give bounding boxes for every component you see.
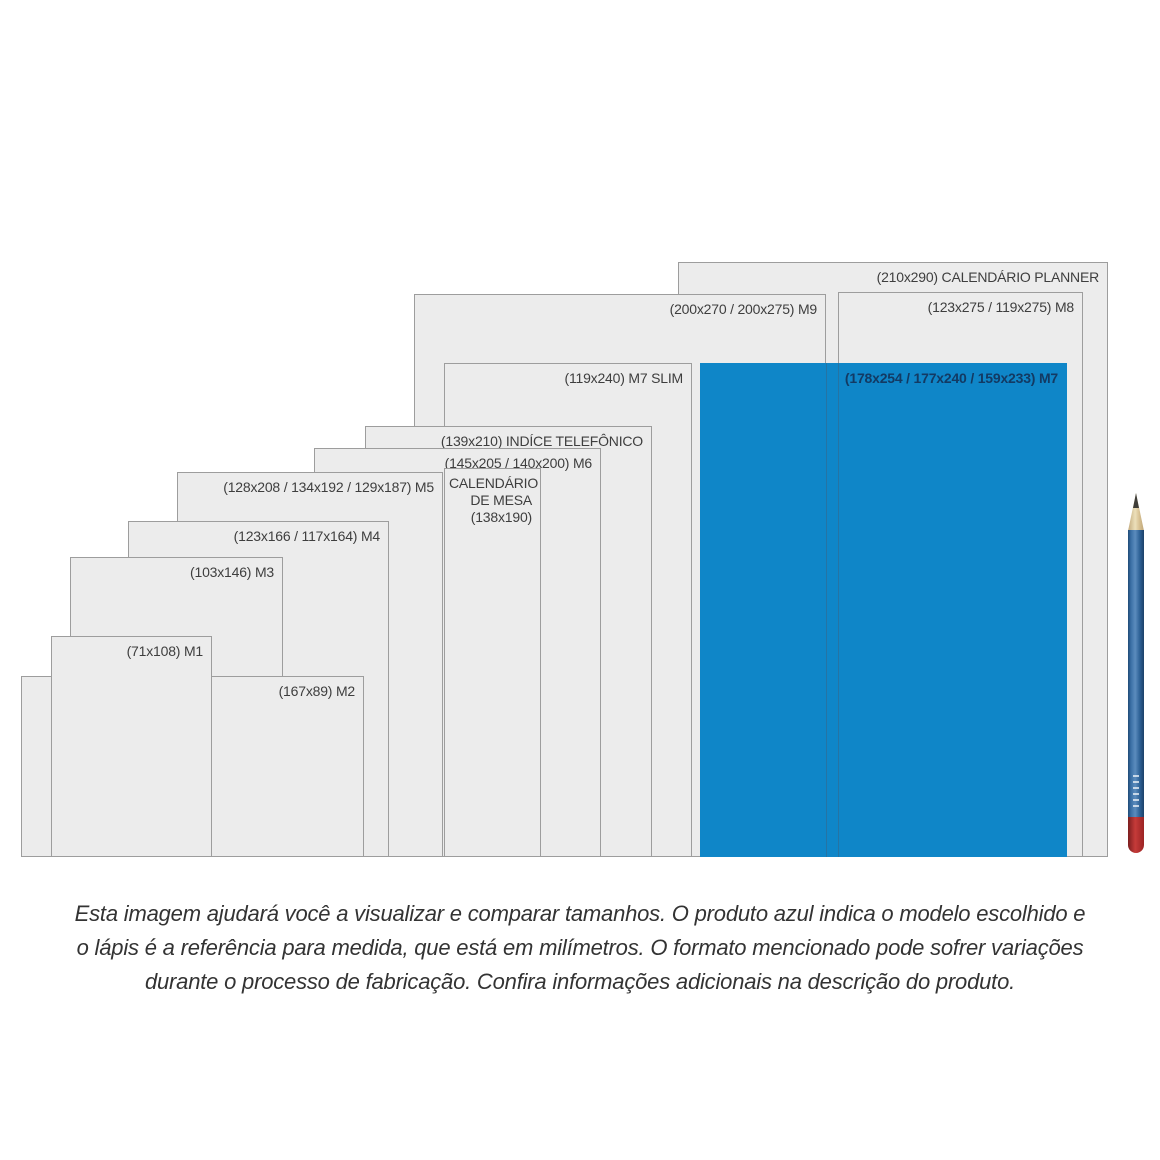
caption-line-1: Esta imagem ajudará você a visualizar e … <box>74 901 1086 926</box>
m8-left-edge-line <box>838 363 839 857</box>
size-rect-label: DE MESA <box>470 492 532 508</box>
size-rect-label: (145x205 / 140x200) M6 <box>444 455 593 471</box>
size-rect-label: (138x190) <box>470 509 532 525</box>
size-rect-label: (200x270 / 200x275) M9 <box>669 301 818 317</box>
caption-line-2: o lápis é a referência para medida, que … <box>76 935 1084 960</box>
size-rect-label: (210x290) CALENDÁRIO PLANNER <box>876 269 1100 285</box>
size-rect-label: (119x240) M7 SLIM <box>564 370 683 386</box>
size-rect-label: CALENDÁRIO <box>449 475 539 491</box>
size-rect-label: (71x108) M1 <box>126 643 204 659</box>
caption-line-3: durante o processo de fabricação. Confir… <box>144 969 1016 994</box>
size-rect-m1: (71x108) M1 <box>51 636 212 857</box>
size-rect-label: (139x210) INDÍCE TELEFÔNICO <box>440 433 643 449</box>
size-rect-label: (178x254 / 177x240 / 159x233) M7 <box>844 370 1058 386</box>
size-rect-label: (103x146) M3 <box>190 564 274 580</box>
pencil-brand-mark <box>1133 775 1139 809</box>
pencil-size-reference <box>1128 493 1144 853</box>
size-rect-label: (128x208 / 134x192 / 129x187) M5 <box>223 479 434 495</box>
m9-right-edge-line <box>826 363 827 857</box>
pencil-body <box>1128 530 1144 817</box>
size-rect-calendario-de-mesa: CALENDÁRIO DE MESA (138x190) <box>444 468 541 857</box>
pencil-graphite-point-icon <box>1133 493 1139 508</box>
size-rect-m7: (178x254 / 177x240 / 159x233) M7 <box>700 363 1067 857</box>
caption: Esta imagem ajudará você a visualizar e … <box>50 897 1110 999</box>
size-rect-label: (167x89) M2 <box>278 683 356 699</box>
pencil-red-end <box>1128 817 1144 853</box>
size-rect-label: (123x275 / 119x275) M8 <box>927 299 1075 315</box>
size-rect-label: (123x166 / 117x164) M4 <box>233 528 381 544</box>
